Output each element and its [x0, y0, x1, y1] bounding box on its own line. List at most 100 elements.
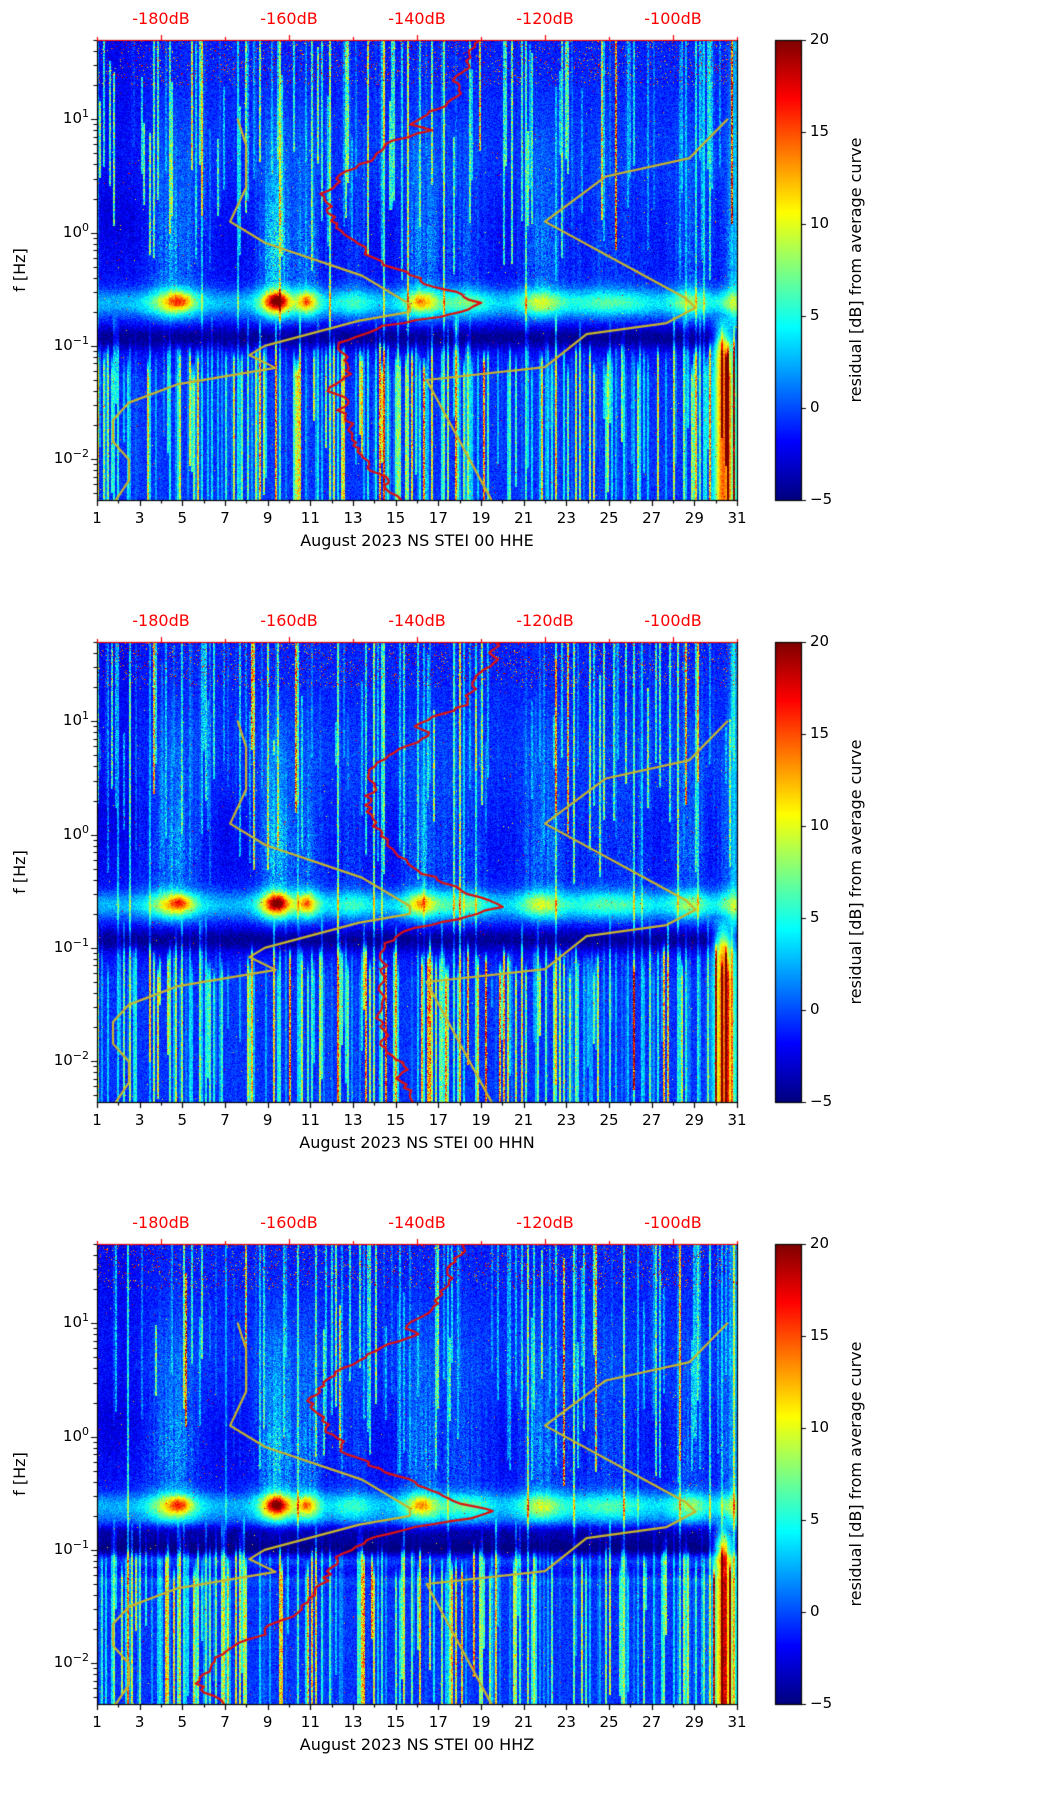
x-tick-label: 27 [642, 509, 662, 527]
x-tick-label: 3 [134, 509, 145, 527]
x-tick-label: 7 [220, 509, 230, 527]
y-axis-label: f [Hz] [9, 850, 29, 894]
x-tick-label: 11 [300, 1713, 320, 1731]
x-tick-label: 29 [684, 1713, 704, 1731]
x-tick-label: 17 [428, 509, 448, 527]
y-tick-label: 100 [0, 822, 89, 843]
x-tick-label: 3 [134, 1111, 145, 1129]
y-tick-label: 10−1 [0, 935, 89, 956]
top-axis-db-label: -120dB [516, 611, 574, 630]
colorbar-tick-label: 20 [810, 632, 830, 650]
x-tick-label: 15 [386, 1111, 406, 1129]
top-axis-db-label: -160dB [260, 9, 318, 28]
x-tick-label: 23 [556, 509, 576, 527]
y-tick-label: 100 [0, 220, 89, 241]
x-tick-label: 31 [727, 509, 747, 527]
colorbar-tick-label: 0 [810, 1000, 820, 1018]
spectrogram-canvas-hhz [0, 1204, 1052, 1806]
colorbar-tick-label: 5 [810, 306, 820, 324]
colorbar-label: residual [dB] from average curve [845, 1341, 865, 1607]
x-tick-label: 9 [262, 1713, 273, 1731]
colorbar-tick-label: 0 [810, 398, 820, 416]
y-tick-exponent: −1 [72, 1537, 89, 1551]
y-tick-base: 10 [53, 1653, 73, 1672]
y-tick-exponent: −1 [72, 333, 89, 347]
y-tick-label: 10−1 [0, 333, 89, 354]
top-axis-db-label: -140dB [388, 9, 446, 28]
y-tick-base: 10 [53, 449, 73, 468]
top-axis-db-label: -120dB [516, 1213, 574, 1232]
x-tick-label: 11 [300, 509, 320, 527]
y-tick-base: 10 [62, 1313, 82, 1332]
x-tick-label: 13 [343, 509, 363, 527]
x-tick-label: 29 [684, 1111, 704, 1129]
colorbar-tick-label: −5 [810, 1694, 833, 1712]
y-tick-exponent: −1 [72, 935, 89, 949]
y-tick-exponent: 0 [82, 1424, 89, 1438]
x-axis-title: August 2023 NS STEI 00 HHZ [299, 1735, 535, 1754]
y-tick-exponent: 1 [82, 107, 89, 121]
x-tick-label: 5 [177, 509, 188, 527]
top-axis-db-label: -100dB [644, 9, 702, 28]
x-tick-label: 17 [428, 1111, 448, 1129]
x-tick-label: 5 [177, 1111, 188, 1129]
x-tick-label: 19 [471, 1713, 491, 1731]
x-tick-label: 1 [92, 509, 102, 527]
spectrogram-panel-hhz: -180dB -160dB -140dB -120dB -100dB 101 100 10−1… [0, 1204, 1052, 1806]
x-tick-label: 23 [556, 1713, 576, 1731]
top-axis-db-label: -140dB [388, 611, 446, 630]
x-tick-label: 5 [177, 1713, 188, 1731]
colorbar-tick-label: 0 [810, 1602, 820, 1620]
x-tick-label: 1 [92, 1713, 102, 1731]
y-tick-base: 10 [62, 1426, 82, 1445]
x-tick-label: 29 [684, 509, 704, 527]
y-tick-base: 10 [53, 1539, 73, 1558]
x-axis-title: August 2023 NS STEI 00 HHE [300, 531, 534, 550]
y-tick-label: 100 [0, 1424, 89, 1445]
x-tick-label: 13 [343, 1713, 363, 1731]
colorbar-tick-label: 10 [810, 214, 830, 232]
y-tick-base: 10 [62, 222, 82, 241]
y-tick-exponent: 0 [82, 822, 89, 836]
top-axis-db-label: -100dB [644, 611, 702, 630]
x-tick-label: 27 [642, 1111, 662, 1129]
colorbar-tick-label: 10 [810, 816, 830, 834]
y-tick-exponent: 1 [82, 709, 89, 723]
y-tick-label: 101 [0, 1311, 89, 1332]
x-tick-label: 21 [514, 1111, 534, 1129]
x-tick-label: 7 [220, 1713, 230, 1731]
y-tick-exponent: 1 [82, 1311, 89, 1325]
x-tick-label: 19 [471, 509, 491, 527]
x-tick-label: 15 [386, 1713, 406, 1731]
x-tick-label: 11 [300, 1111, 320, 1129]
y-tick-label: 10−2 [0, 1049, 89, 1069]
x-tick-label: 25 [599, 1713, 619, 1731]
y-tick-label: 10−2 [0, 447, 89, 468]
colorbar-label: residual [dB] from average curve [845, 739, 865, 1005]
top-axis-db-label: -160dB [260, 1213, 318, 1232]
top-axis-db-label: -180dB [132, 9, 190, 28]
colorbar-tick-label: 15 [810, 1326, 830, 1344]
top-axis-db-label: -120dB [516, 9, 574, 28]
y-tick-exponent: −2 [72, 1651, 89, 1665]
x-tick-label: 21 [514, 509, 534, 527]
y-tick-exponent: 0 [82, 220, 89, 234]
x-axis-title: August 2023 NS STEI 00 HHN [299, 1133, 535, 1152]
y-tick-exponent: −2 [72, 447, 89, 461]
x-tick-label: 9 [262, 1111, 273, 1129]
y-tick-exponent: −2 [72, 1049, 89, 1063]
colorbar-tick-label: 10 [810, 1418, 830, 1436]
top-axis-db-label: -180dB [132, 611, 190, 630]
x-tick-label: 9 [262, 509, 273, 527]
colorbar-tick-label: 5 [810, 908, 820, 926]
x-tick-label: 23 [556, 1111, 576, 1129]
x-tick-label: 1 [92, 1111, 102, 1129]
x-tick-label: 31 [727, 1713, 747, 1731]
colorbar-tick-label: 20 [810, 30, 830, 48]
x-tick-label: 19 [471, 1111, 491, 1129]
x-tick-label: 21 [514, 1713, 534, 1731]
colorbar-tick-label: 15 [810, 122, 830, 140]
y-axis-label: f [Hz] [9, 248, 29, 292]
top-axis-db-label: -180dB [132, 1213, 190, 1232]
